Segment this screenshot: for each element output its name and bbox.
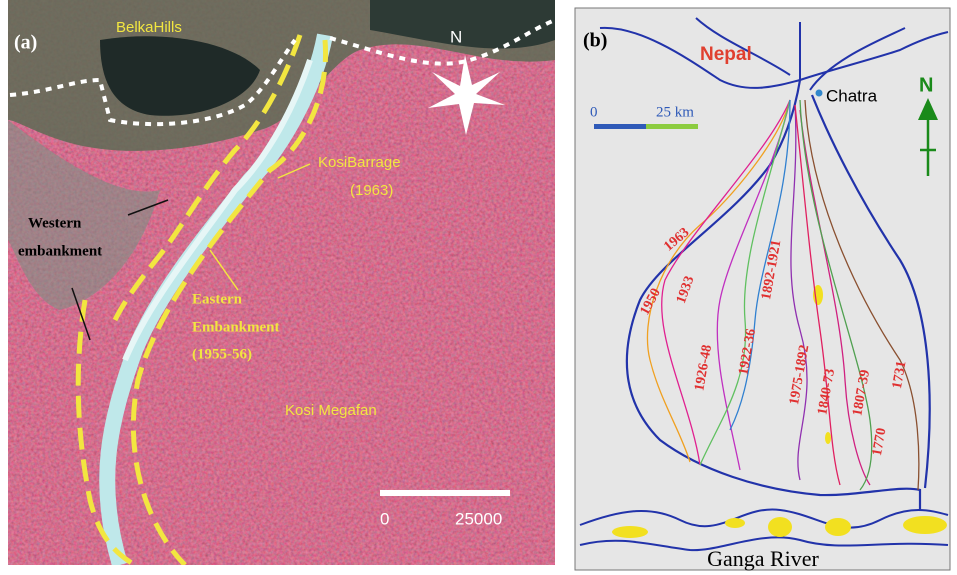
annotation: Eastern xyxy=(192,291,243,307)
panel-label: (a) xyxy=(14,32,37,54)
annotation: (1955-56) xyxy=(192,346,252,362)
annotation: embankment xyxy=(18,243,102,259)
place-label: KosiBarrage xyxy=(318,154,401,171)
panel-label: (b) xyxy=(583,30,607,52)
scale-label: 25000 xyxy=(455,509,502,528)
figure: (a) BelkaHills N KosiBarrage (1963) West… xyxy=(0,0,957,575)
scale-label: 25 km xyxy=(656,104,694,120)
place-label: Chatra xyxy=(826,86,878,105)
satellite-image xyxy=(8,0,555,565)
river-label: Ganga River xyxy=(707,546,819,571)
place-label: (1963) xyxy=(350,182,393,199)
scale-label: 0 xyxy=(590,104,598,120)
north-label: N xyxy=(919,74,933,96)
town-marker xyxy=(816,90,823,97)
north-label: N xyxy=(450,27,462,46)
place-label: Nepal xyxy=(700,44,752,65)
place-label: BelkaHills xyxy=(116,19,182,36)
annotation: Western xyxy=(28,215,82,231)
annotation: Embankment xyxy=(192,319,280,335)
place-label: Kosi Megafan xyxy=(285,402,377,419)
scale-label: 0 xyxy=(380,509,389,528)
